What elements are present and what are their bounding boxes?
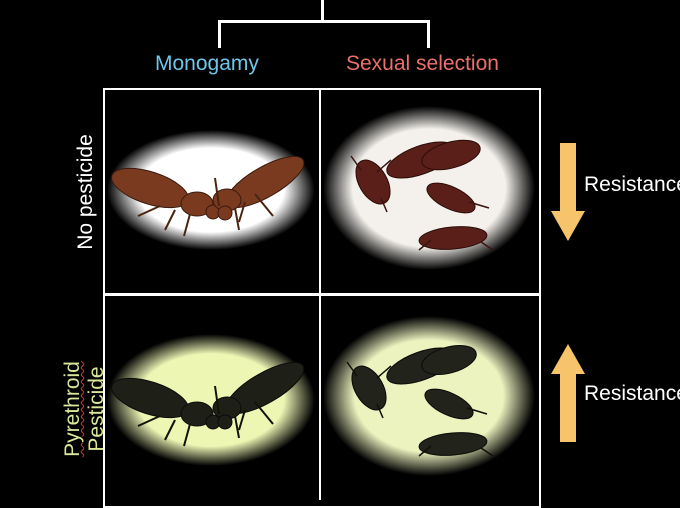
matrix-horizontal-divider <box>103 293 541 296</box>
column-label-monogamy: Monogamy <box>155 52 259 76</box>
row-label-pyrethroid: Pyrethroid <box>61 339 85 479</box>
row-label-no-pesticide: No pesticide <box>74 122 98 262</box>
bracket-right-drop <box>427 20 430 48</box>
bracket-left-drop <box>218 20 221 48</box>
arrow-down-icon <box>551 143 585 241</box>
column-label-sexual-selection: Sexual selection <box>346 52 499 76</box>
resistance-label-top: Resistance <box>584 173 680 197</box>
bracket-bar <box>218 20 430 23</box>
arrow-up-icon <box>551 344 585 442</box>
bracket-stem <box>321 0 324 22</box>
matrix-border <box>103 88 541 508</box>
resistance-label-bottom: Resistance <box>584 382 680 406</box>
